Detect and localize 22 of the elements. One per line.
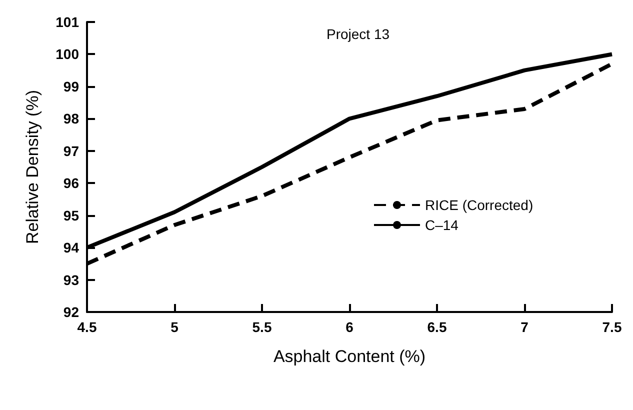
x-tick-label: 7 bbox=[520, 319, 529, 335]
y-tick-label: 95 bbox=[63, 207, 80, 224]
chart-title: Project 13 bbox=[326, 26, 390, 42]
y-tick-label: 92 bbox=[63, 304, 80, 320]
y-tick-label: 97 bbox=[63, 142, 80, 159]
x-tick-label: 6.5 bbox=[427, 319, 447, 335]
x-axis-title: Asphalt Content (%) bbox=[273, 347, 426, 366]
x-tick-label: 5.5 bbox=[252, 319, 272, 335]
y-tick-label: 94 bbox=[63, 240, 80, 256]
x-tick-label: 4.5 bbox=[77, 319, 97, 335]
legend-label: RICE (Corrected) bbox=[425, 197, 534, 213]
x-tick-label: 6 bbox=[346, 319, 354, 335]
y-tick-label: 96 bbox=[63, 175, 80, 192]
x-tick-label: 7.5 bbox=[602, 319, 622, 335]
x-tick-label: 5 bbox=[170, 319, 179, 335]
y-tick-label: 101 bbox=[56, 14, 80, 30]
y-tick-label: 100 bbox=[56, 46, 80, 62]
y-axis-title: Relative Density (%) bbox=[23, 90, 42, 244]
y-tick-label: 93 bbox=[63, 272, 80, 288]
y-tick-label: 99 bbox=[63, 78, 80, 94]
legend-label: C–14 bbox=[425, 217, 459, 233]
y-tick-label: 98 bbox=[63, 110, 80, 127]
